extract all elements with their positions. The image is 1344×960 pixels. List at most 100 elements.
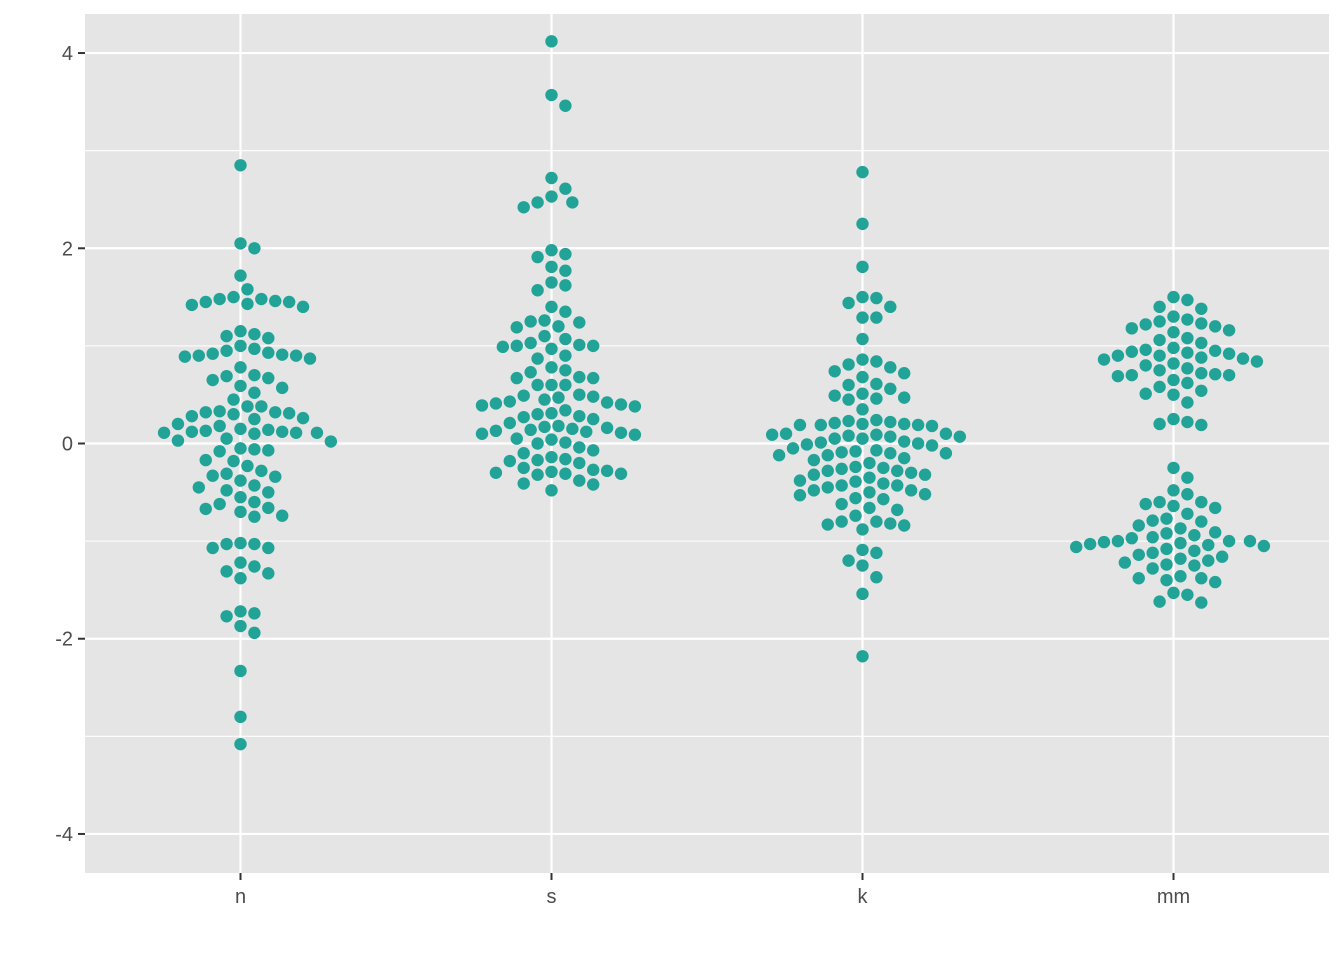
data-point-k (821, 481, 834, 494)
data-point-mm (1167, 388, 1180, 401)
data-point-s (600, 421, 614, 435)
data-point-s (503, 454, 516, 468)
data-point-k (835, 479, 848, 492)
data-point-mm (1167, 484, 1180, 497)
data-point-mm (1153, 315, 1166, 328)
data-point-mm (1181, 313, 1194, 326)
data-point-n (248, 510, 261, 523)
data-point-n (192, 481, 205, 494)
data-point-n (192, 349, 205, 362)
data-point-s (559, 182, 572, 195)
data-point-n (220, 610, 233, 623)
data-point-mm (1160, 573, 1173, 587)
y-tick-label: 0 (62, 434, 73, 456)
data-point-k (863, 456, 876, 470)
data-point-n (213, 292, 226, 306)
data-point-k (925, 439, 939, 452)
data-point-k (828, 432, 841, 445)
data-point-k (904, 484, 918, 497)
data-point-k (891, 479, 904, 492)
data-point-n (234, 325, 247, 338)
data-point-k (842, 296, 855, 310)
data-point-s (545, 450, 558, 464)
data-point-s (517, 410, 530, 424)
minor-gridlines (85, 150, 1329, 737)
data-point-k (835, 515, 848, 528)
data-point-mm (1209, 344, 1222, 357)
data-point-k (856, 332, 869, 346)
data-point-mm (1202, 538, 1215, 552)
data-point-n (171, 417, 185, 431)
x-tick-label-n: n (235, 886, 246, 908)
data-point-s (600, 464, 614, 478)
data-point-s (628, 400, 642, 413)
data-point-n (220, 467, 233, 480)
data-point-k (891, 464, 904, 478)
data-point-k (884, 447, 897, 460)
data-point-s (517, 477, 530, 490)
data-point-k (849, 460, 862, 474)
data-point-n (220, 329, 233, 343)
data-point-mm (1209, 367, 1222, 381)
data-point-s (489, 466, 503, 479)
data-point-s (545, 260, 558, 274)
data-point-mm (1181, 331, 1194, 345)
data-point-mm (1153, 595, 1166, 608)
data-point-k (849, 491, 862, 505)
data-point-s (559, 264, 572, 277)
data-point-k (918, 468, 932, 481)
data-point-k (863, 501, 876, 515)
data-point-n (220, 484, 233, 497)
data-point-n (185, 298, 199, 312)
data-point-n (234, 422, 247, 436)
data-point-s (538, 393, 551, 406)
data-point-n (248, 607, 261, 620)
data-point-k (828, 416, 841, 430)
data-point-s (559, 378, 572, 392)
data-point-mm (1139, 359, 1152, 372)
data-point-s (559, 279, 572, 292)
data-point-k (898, 417, 911, 431)
data-point-s (524, 423, 537, 437)
data-point-mm (1195, 302, 1208, 315)
data-point-k (870, 355, 883, 368)
data-point-mm (1215, 550, 1229, 563)
data-point-n (234, 605, 247, 618)
data-point-s (600, 396, 614, 409)
data-point-s (614, 467, 628, 480)
data-point-mm (1097, 535, 1111, 549)
data-point-mm (1083, 537, 1097, 551)
data-point-mm (1125, 368, 1139, 382)
data-point-s (531, 250, 544, 264)
data-point-mm (1257, 539, 1271, 553)
data-point-n (206, 347, 219, 360)
data-point-k (856, 417, 869, 431)
data-point-n (269, 294, 282, 308)
data-point-s (587, 339, 600, 353)
data-point-s (573, 388, 586, 401)
data-point-mm (1125, 322, 1139, 335)
data-point-mm (1181, 346, 1194, 359)
data-point-n (178, 350, 192, 363)
data-point-k (918, 488, 932, 501)
data-point-mm (1174, 570, 1187, 583)
data-point-n (303, 352, 317, 365)
data-point-s (545, 300, 558, 314)
data-point-n (248, 479, 261, 492)
data-point-k (821, 449, 834, 462)
data-point-n (227, 454, 240, 468)
data-point-s (566, 196, 579, 209)
y-tick-label: 2 (62, 238, 73, 260)
y-tick-label: -2 (55, 629, 73, 651)
data-point-n (255, 400, 268, 413)
data-point-n (220, 369, 233, 383)
data-point-n (248, 242, 261, 255)
data-point-k (870, 546, 883, 560)
data-point-n (234, 379, 247, 393)
data-point-n (213, 405, 226, 418)
data-point-n (234, 339, 247, 353)
data-point-k (898, 391, 911, 404)
data-point-mm (1167, 341, 1180, 355)
data-point-n (269, 470, 282, 483)
data-point-s (531, 408, 544, 421)
